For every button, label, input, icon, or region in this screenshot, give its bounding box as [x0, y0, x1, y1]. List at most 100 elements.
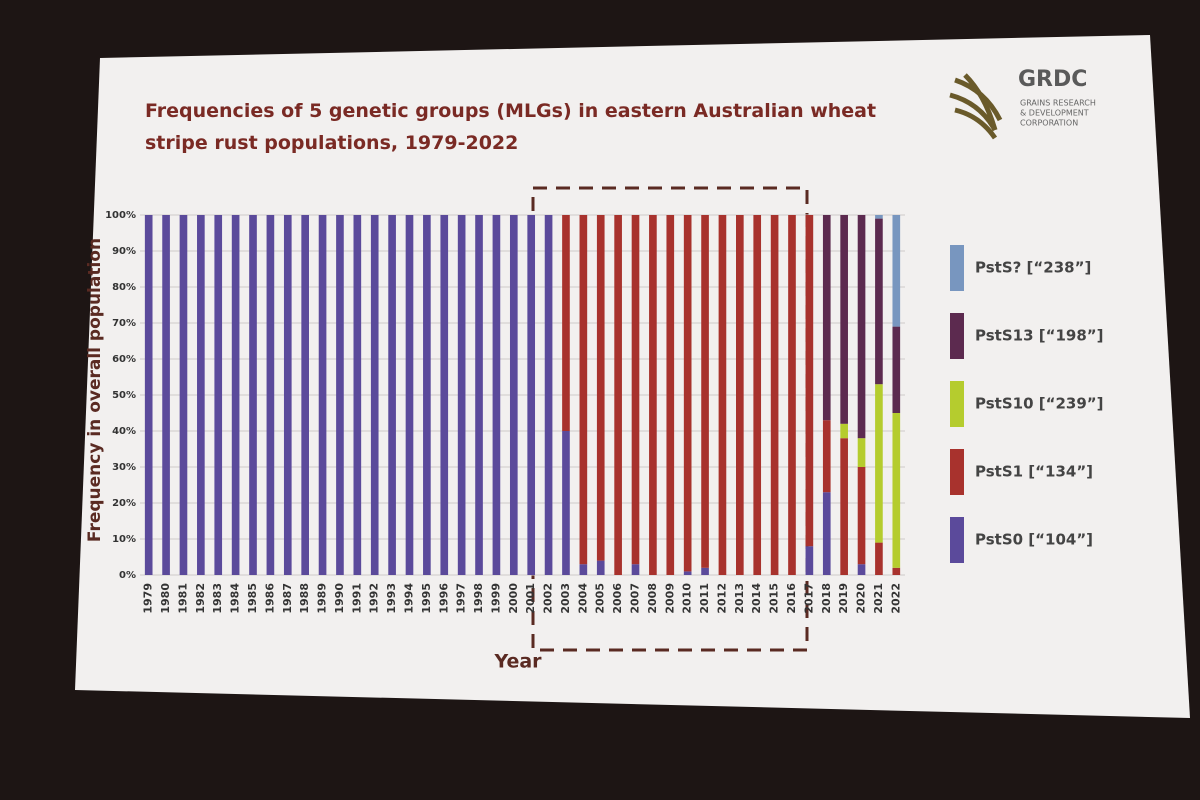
bar-segment [875, 384, 883, 543]
x-tick-label: 1998 [472, 583, 485, 614]
bar-segment [857, 438, 866, 467]
bar-segment [388, 215, 396, 575]
logo-icon [949, 73, 1003, 140]
x-tick-label: 1985 [246, 583, 259, 614]
bar-segment [579, 215, 588, 565]
y-tick-label: 80% [112, 282, 136, 293]
x-tick-label: 2010 [681, 583, 694, 614]
legend-label: PstS13 [“198”] [975, 327, 1103, 345]
x-tick-label: 1991 [350, 583, 363, 614]
x-tick-label: 1988 [298, 583, 311, 614]
x-tick-label: 1980 [159, 583, 172, 614]
bar-segment [423, 215, 431, 575]
bar-segment [892, 567, 901, 575]
x-tick-label: 2009 [663, 583, 676, 614]
bar-segment [718, 215, 727, 575]
x-tick-label: 2001 [524, 583, 537, 614]
bar-segment [266, 215, 275, 575]
bar-segment [788, 215, 796, 575]
legend-swatch [950, 517, 964, 563]
x-tick-label: 1999 [489, 583, 502, 614]
logo-line: GRAINS RESEARCH [1020, 99, 1096, 108]
bar-segment [596, 560, 605, 575]
x-tick-label: 2005 [594, 583, 607, 614]
x-tick-label: 2002 [542, 583, 555, 614]
x-tick-label: 2007 [629, 583, 642, 614]
x-tick-label: 2015 [768, 583, 781, 614]
bar-segment [579, 564, 588, 575]
bar-segment [197, 215, 205, 575]
bar-segment [649, 215, 657, 575]
bar-segment [770, 215, 779, 575]
y-tick-label: 50% [112, 390, 136, 401]
bar-segment [805, 546, 814, 575]
x-tick-label: 2008 [646, 583, 659, 614]
x-tick-label: 1989 [316, 583, 329, 614]
bar-segment [179, 215, 188, 575]
legend-swatch [950, 449, 964, 495]
bar-segment [840, 423, 848, 439]
x-tick-label: 1997 [455, 583, 468, 614]
y-axis-label: Frequency in overall population [85, 238, 105, 542]
y-tick-label: 40% [112, 426, 136, 437]
x-tick-label: 2021 [872, 583, 885, 614]
legend-label: PstS1 [“134”] [975, 463, 1093, 481]
legend-label: PstS? [“238”] [975, 259, 1091, 277]
x-tick-label: 2011 [698, 583, 711, 614]
legend-swatch [950, 245, 964, 291]
x-tick-label: 1992 [368, 583, 381, 614]
bar-segment [353, 215, 362, 575]
bar-segment [318, 215, 327, 575]
bar-segment [283, 215, 292, 575]
bar-segment [475, 215, 483, 575]
x-tick-label: 2020 [855, 583, 868, 614]
bar-segment [301, 215, 309, 575]
bar-segment [457, 215, 466, 575]
bar-segment [857, 467, 866, 565]
bar-segment [805, 215, 814, 547]
x-tick-label: 1986 [263, 583, 276, 614]
legend-label: PstS0 [“104”] [975, 531, 1093, 549]
x-tick-label: 1984 [229, 583, 242, 614]
bar-segment [370, 215, 379, 575]
bar-segment [562, 215, 570, 431]
bar-segment [631, 215, 640, 565]
bar-segment [857, 215, 866, 439]
y-tick-label: 30% [112, 462, 136, 473]
x-tick-label: 1995 [420, 583, 433, 614]
bar-segment [683, 215, 692, 572]
x-tick-label: 2012 [715, 583, 728, 614]
x-tick-label: 2006 [611, 583, 624, 614]
bar-segment [492, 215, 501, 575]
bar-segment [892, 413, 901, 568]
x-tick-label: 2019 [837, 583, 850, 614]
bar-segment [701, 567, 709, 575]
x-tick-label: 2013 [733, 583, 746, 614]
bar-segment [822, 215, 831, 421]
bar-segment [822, 420, 831, 493]
bar-segment [440, 215, 449, 575]
bar-segment [562, 431, 570, 575]
bar-segment [701, 215, 709, 568]
bar-segment [336, 215, 344, 575]
bar-segment [840, 215, 848, 424]
legend-swatch [950, 313, 964, 359]
x-tick-label: 2014 [750, 583, 763, 614]
bar-segment [631, 564, 640, 575]
bar-segment [509, 215, 518, 575]
y-tick-label: 0% [119, 570, 136, 581]
bar-segment [596, 215, 605, 561]
x-tick-label: 1994 [402, 583, 415, 614]
bar-segment [892, 215, 901, 327]
bar-segment [892, 326, 901, 413]
x-tick-label: 1993 [385, 583, 398, 614]
bar-segment [614, 215, 622, 575]
x-tick-label: 1990 [333, 583, 346, 614]
x-axis-label: Year [493, 651, 542, 673]
y-tick-label: 60% [112, 354, 136, 365]
bar-segment [214, 215, 223, 575]
logo-line: & DEVELOPMENT [1020, 109, 1089, 118]
logo-name: GRDC [1018, 67, 1087, 92]
